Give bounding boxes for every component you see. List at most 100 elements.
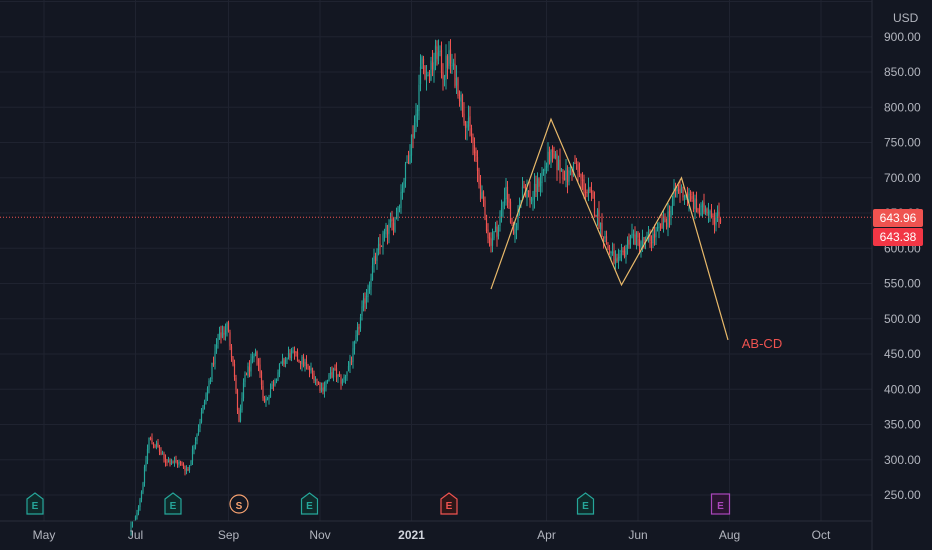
candle-body: [617, 256, 620, 263]
candle-body: [283, 358, 285, 365]
candle-body: [316, 378, 318, 381]
time-tick-label: May: [33, 528, 56, 542]
candle-body: [319, 382, 321, 391]
candle-body: [502, 202, 504, 208]
candle-body: [169, 459, 171, 465]
candle-body: [463, 113, 465, 123]
price-tick-label: 800.00: [884, 100, 921, 114]
candle-body: [347, 366, 350, 372]
time-tick-label: Jul: [128, 528, 143, 542]
candle-body: [325, 381, 327, 388]
candle-body: [203, 401, 206, 406]
candle-body: [526, 190, 528, 198]
candle-body: [584, 191, 587, 193]
candle-body: [662, 216, 665, 229]
candle-body: [440, 49, 443, 74]
candle-body: [352, 348, 354, 362]
candle-body: [514, 229, 516, 234]
candle-body: [220, 332, 222, 338]
time-axis[interactable]: May Jul Sep Nov 2021 Apr Jun Aug Oct: [33, 528, 831, 542]
candle-body: [364, 298, 366, 304]
candle-body: [230, 346, 233, 358]
candle-body: [650, 242, 653, 244]
candle-body: [275, 380, 278, 382]
candle-body: [562, 170, 564, 180]
candle-body: [212, 363, 215, 365]
candle-body: [302, 356, 305, 366]
abcd-pattern-line[interactable]: [490, 117, 729, 341]
earnings-marker-letter: E: [306, 501, 313, 512]
candle-body: [439, 50, 441, 53]
candle-body: [541, 172, 543, 184]
candle-body: [706, 208, 708, 214]
candle-body: [140, 491, 143, 499]
candle-body: [227, 322, 230, 332]
candle-body: [238, 410, 240, 423]
candle-body: [692, 199, 695, 210]
candle-body: [248, 367, 251, 372]
candle-body: [487, 229, 489, 238]
candle-body: [215, 344, 218, 352]
candle-body: [382, 233, 384, 248]
candle-body: [259, 364, 261, 373]
abcd-pattern[interactable]: AB-CD: [490, 117, 782, 351]
candle-body: [568, 170, 570, 182]
price-tick-label: 400.00: [884, 382, 921, 396]
candle-body: [166, 461, 168, 463]
candle-body: [361, 306, 363, 317]
candle-body: [134, 516, 137, 521]
candle-body: [623, 250, 626, 257]
candle-body: [281, 359, 284, 364]
candle-body: [274, 381, 276, 386]
candle-body: [635, 232, 638, 246]
price-tick-label: 700.00: [884, 171, 921, 185]
candle-body: [239, 409, 242, 422]
candle-body: [371, 265, 374, 280]
candle-body: [419, 66, 422, 85]
candle-body: [272, 384, 275, 386]
candle-body: [167, 460, 170, 463]
candle-body: [559, 159, 561, 173]
candle-body: [442, 72, 444, 79]
candle-body: [148, 437, 150, 450]
candle-body: [434, 45, 437, 63]
candle-body: [482, 191, 485, 201]
candle-body: [280, 362, 282, 364]
candle-body: [683, 196, 686, 198]
candle-body: [436, 46, 438, 59]
candle-body: [344, 376, 347, 378]
candle-body: [448, 50, 450, 67]
candle-body: [200, 412, 203, 422]
candle-body: [293, 350, 296, 353]
candle-body: [299, 361, 302, 364]
earnings-marker-letter: E: [717, 501, 724, 512]
candle-body: [560, 168, 563, 172]
candle-body: [278, 363, 281, 374]
candle-body: [682, 189, 684, 198]
candle-body: [412, 133, 414, 137]
candle-body: [479, 183, 482, 200]
candle-body: [709, 210, 711, 213]
candle-body: [716, 210, 719, 216]
price-tick-label: 250.00: [884, 488, 921, 502]
candle-body: [631, 233, 633, 237]
candle-body: [665, 222, 668, 227]
candle-body: [493, 231, 495, 239]
candle-body: [244, 374, 246, 383]
candle-body: [518, 204, 521, 209]
candle-body: [535, 183, 537, 192]
candle-body: [179, 461, 182, 464]
candle-body: [671, 199, 674, 207]
candle-body: [374, 256, 377, 261]
candle-body: [235, 377, 237, 390]
candle-body: [196, 434, 198, 442]
candle-body: [287, 353, 290, 357]
earnings-marker-shape: [576, 492, 595, 515]
candle-body: [536, 178, 539, 192]
candle-body: [323, 386, 326, 392]
candle-body: [496, 226, 498, 238]
candle-body: [553, 150, 555, 158]
